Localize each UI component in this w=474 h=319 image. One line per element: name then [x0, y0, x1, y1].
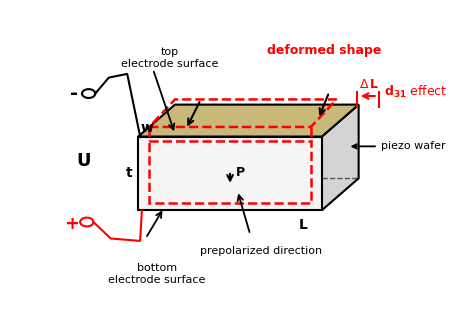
Text: deformed shape: deformed shape	[266, 44, 381, 57]
Text: top
electrode surface: top electrode surface	[121, 47, 218, 69]
Text: piezo wafer: piezo wafer	[352, 141, 445, 151]
Text: bottom
electrode surface: bottom electrode surface	[108, 263, 205, 286]
Text: w: w	[140, 121, 153, 135]
Text: +: +	[64, 215, 80, 233]
Text: $\Delta\,\mathbf{L}$: $\Delta\,\mathbf{L}$	[359, 78, 379, 91]
Polygon shape	[138, 137, 322, 210]
Text: L: L	[299, 218, 308, 232]
Text: -: -	[70, 84, 78, 103]
Text: U: U	[76, 152, 91, 170]
Text: t: t	[126, 167, 132, 180]
Polygon shape	[138, 105, 359, 137]
Polygon shape	[322, 105, 359, 210]
Text: $\mathbf{d_{31}}$ effect: $\mathbf{d_{31}}$ effect	[384, 84, 447, 100]
Text: prepolarized direction: prepolarized direction	[200, 246, 322, 256]
Text: P: P	[236, 166, 245, 179]
